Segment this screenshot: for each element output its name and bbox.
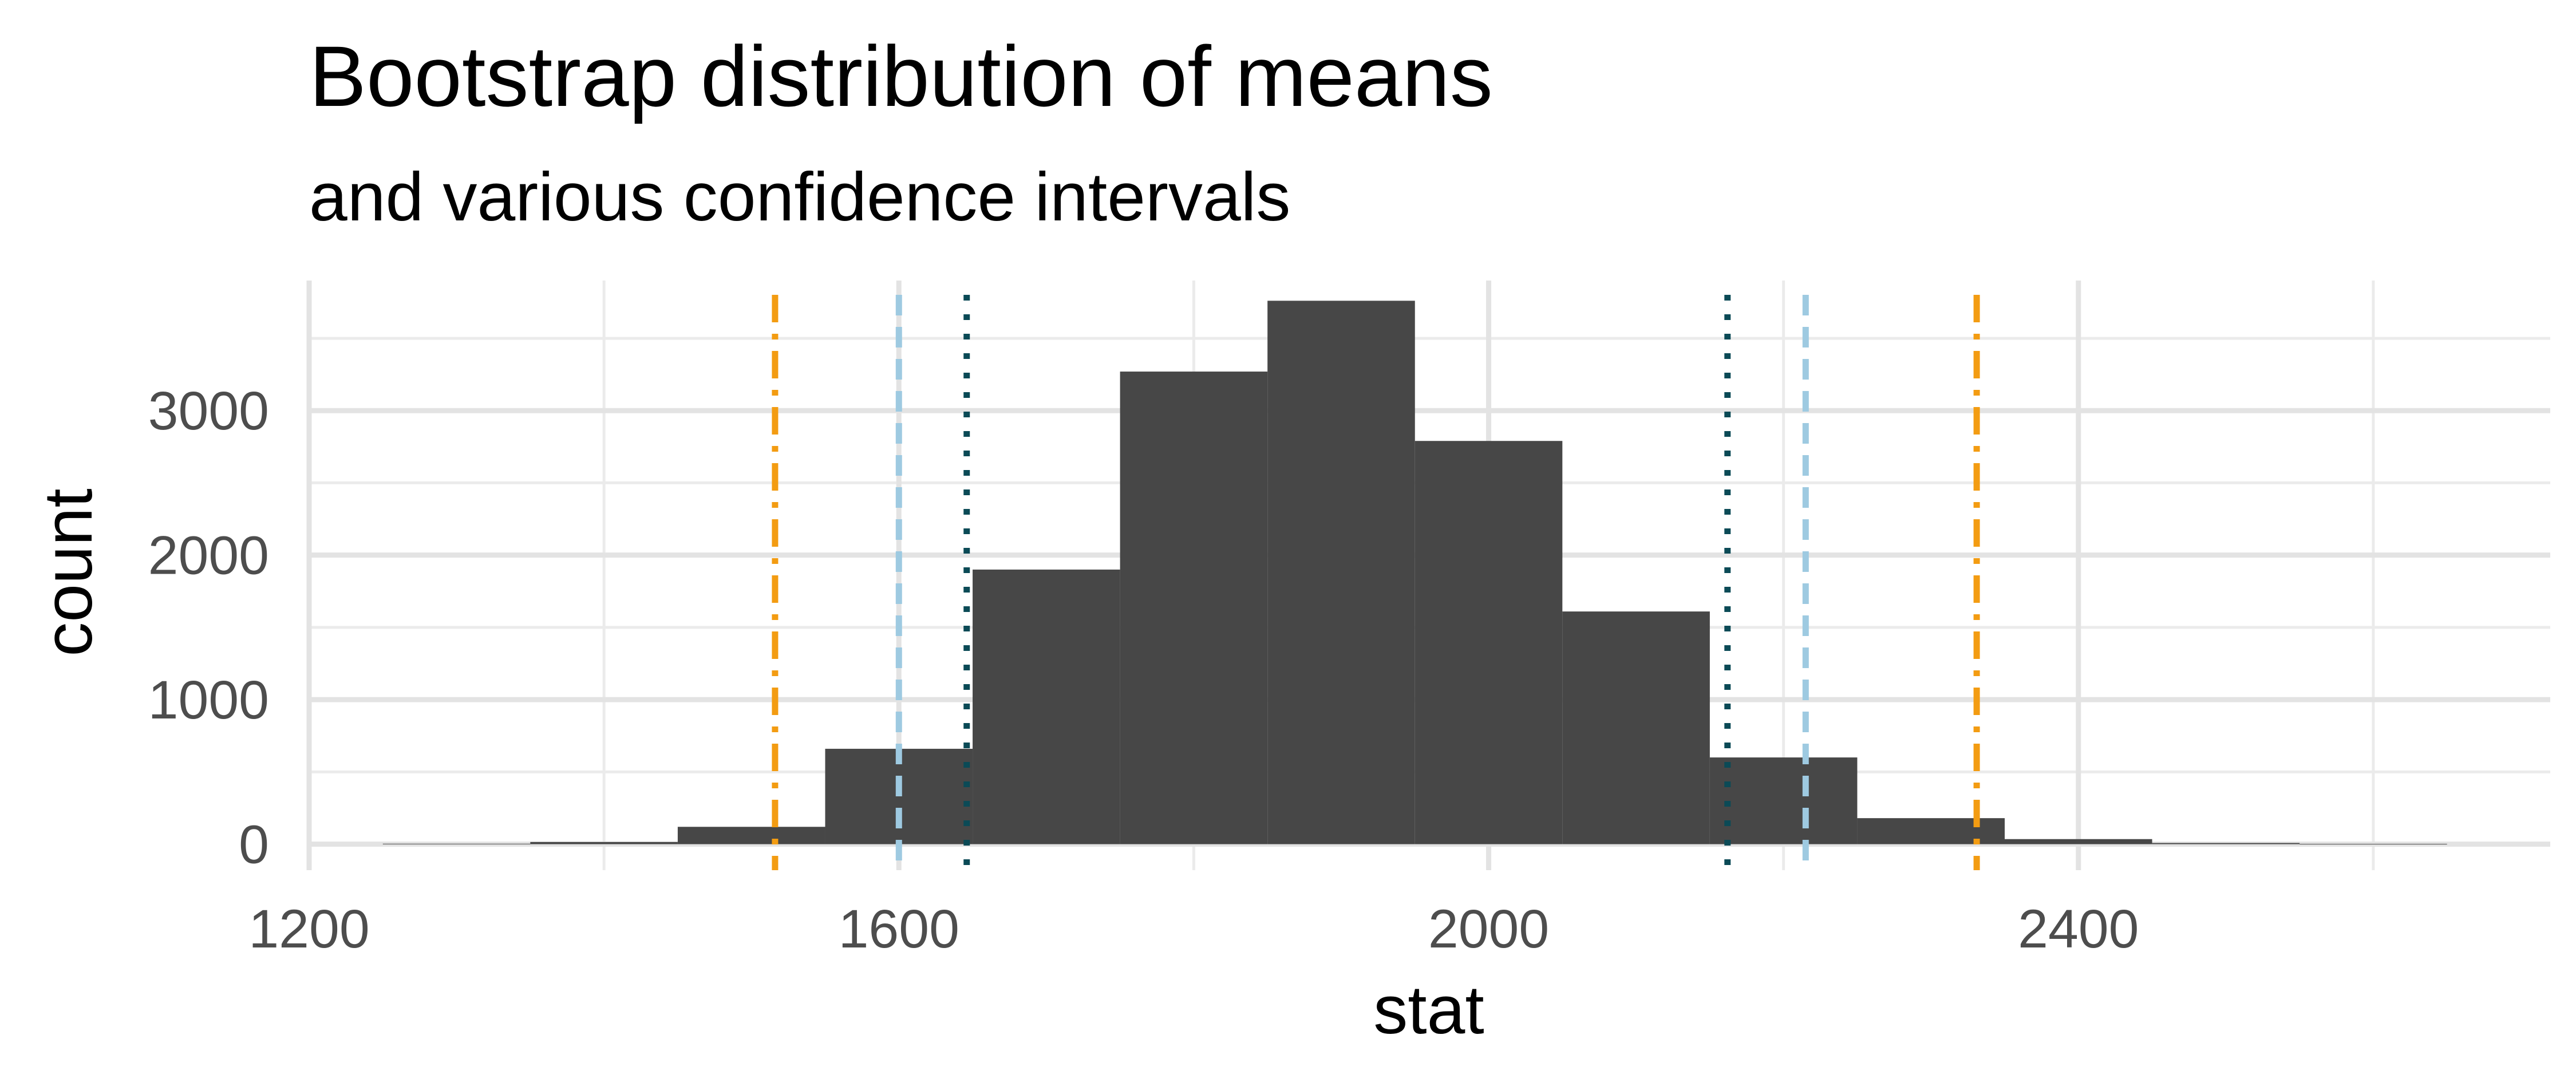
histogram-bars <box>382 301 2447 845</box>
y-axis-title: count <box>30 488 106 657</box>
x-tick-label: 1600 <box>839 899 959 959</box>
histogram-bar <box>2005 839 2152 844</box>
histogram-bar <box>973 569 1120 844</box>
histogram-bar <box>1267 301 1415 844</box>
y-tick-label: 2000 <box>148 526 269 586</box>
histogram-bar <box>530 842 678 844</box>
x-tick-label: 1200 <box>248 899 369 959</box>
x-tick-label: 2400 <box>2018 899 2139 959</box>
y-tick-label: 1000 <box>148 670 269 730</box>
confidence-interval-lines <box>772 295 1980 870</box>
chart-subtitle: and various confidence intervals <box>309 159 1290 235</box>
histogram-bar <box>677 827 825 844</box>
histogram-bar <box>1415 441 1563 844</box>
x-axis-title: stat <box>1373 972 1484 1048</box>
y-tick-label: 0 <box>239 815 269 875</box>
histogram-bar <box>1709 757 1858 844</box>
chart-title: Bootstrap distribution of means <box>309 28 1493 124</box>
y-tick-label: 3000 <box>148 381 269 441</box>
histogram-bar <box>1120 372 1268 844</box>
x-tick-label: 2000 <box>1428 899 1549 959</box>
histogram-bar <box>1857 818 2005 844</box>
histogram-bar <box>2152 843 2300 844</box>
histogram-bar <box>1562 611 1710 844</box>
tick-labels: 1200 1600 2000 2400 0 1000 2000 3000 <box>148 381 2139 959</box>
